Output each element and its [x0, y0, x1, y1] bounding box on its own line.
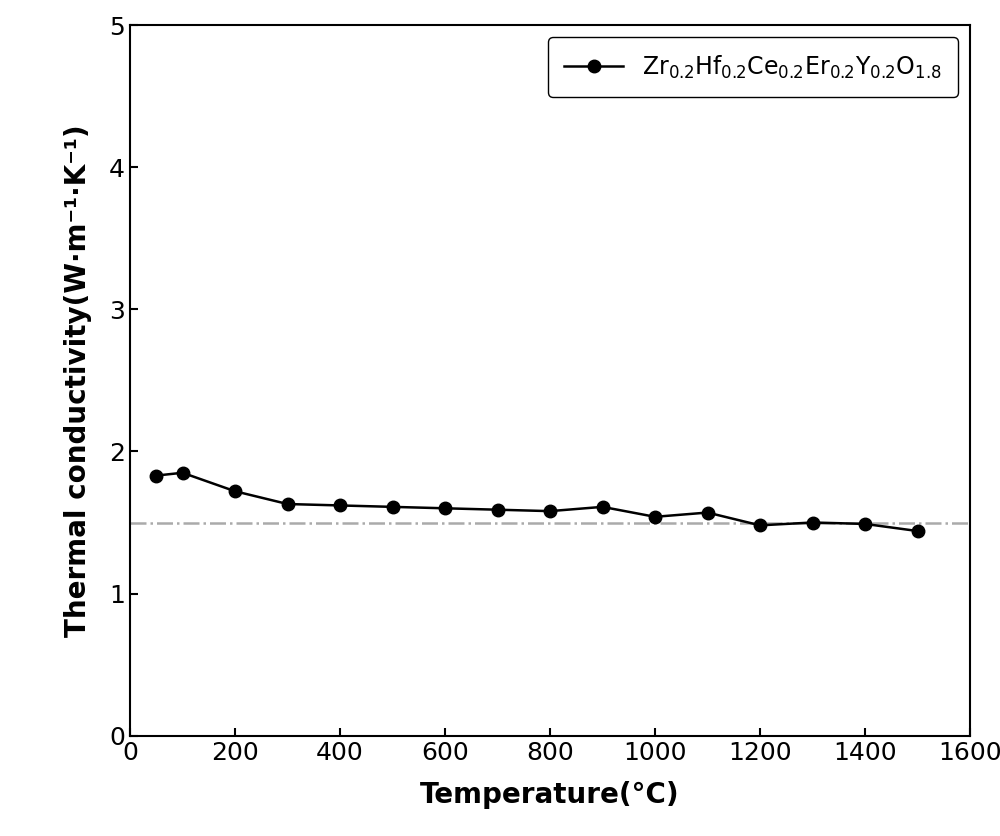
- X-axis label: Temperature(°C): Temperature(°C): [420, 781, 680, 809]
- Legend: $\mathrm{Zr_{0.2}Hf_{0.2}Ce_{0.2}Er_{0.2}Y_{0.2}O_{1.8}}$: $\mathrm{Zr_{0.2}Hf_{0.2}Ce_{0.2}Er_{0.2…: [548, 37, 958, 97]
- Y-axis label: Thermal conductivity(W·m⁻¹·K⁻¹): Thermal conductivity(W·m⁻¹·K⁻¹): [64, 124, 92, 637]
